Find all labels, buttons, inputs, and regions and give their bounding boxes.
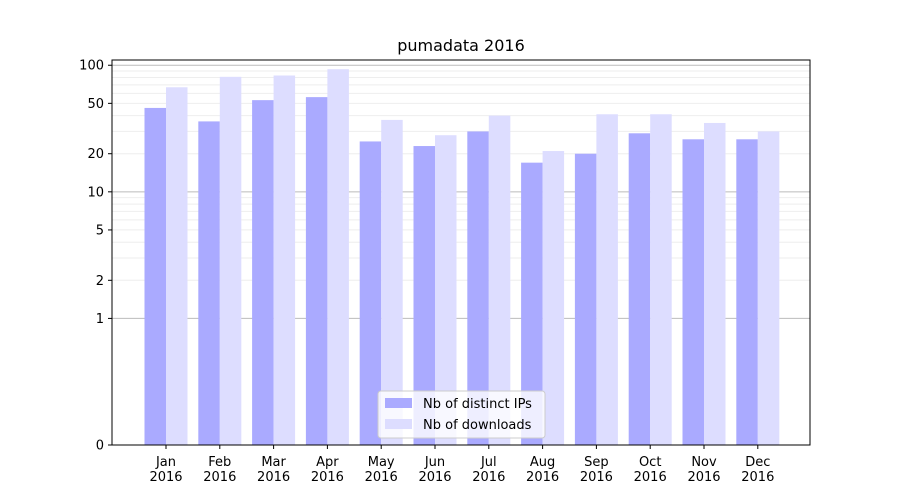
bar-downloads-9 (650, 114, 672, 445)
x-tick-label: Dec 2016 (741, 455, 774, 485)
x-tick-label: May 2016 (365, 455, 398, 485)
y-tick-label: 50 (87, 97, 104, 112)
bar-distinct-ips-7 (521, 162, 543, 445)
bar-downloads-2 (273, 75, 296, 446)
x-tick-label: Aug 2016 (526, 455, 559, 485)
chart-title: pumadata 2016 (397, 36, 525, 55)
bar-distinct-ips-6 (467, 131, 489, 445)
bar-distinct-ips-11 (736, 139, 758, 445)
y-tick-label: 10 (87, 185, 104, 200)
bar-distinct-ips-1 (198, 121, 220, 445)
legend-swatch-downloads (385, 419, 412, 429)
bar-distinct-ips-10 (682, 139, 704, 445)
x-tick-label: Jan 2016 (149, 455, 182, 485)
legend-label-distinct-ips: Nb of distinct IPs (423, 397, 532, 412)
y-axis: 0 1 2 5 10 20 50 100 (79, 59, 112, 454)
y-tick-label: 1 (96, 312, 104, 327)
bar-downloads-11 (757, 131, 780, 445)
y-tick-label: 5 (96, 223, 104, 238)
x-tick-label: Sep 2016 (580, 455, 613, 485)
x-tick-label: Jun 2016 (418, 455, 451, 485)
bar-downloads-10 (704, 122, 726, 445)
x-tick-label: Feb 2016 (203, 455, 236, 485)
x-axis: Jan 2016 Feb 2016 Mar 2016 Apr 2016 May 2016 Jun 20… (149, 445, 774, 485)
bar-downloads-6 (488, 115, 511, 445)
plot-area-frame (111, 59, 811, 446)
bar-downloads-8 (596, 114, 618, 445)
x-tick-label: Apr 2016 (311, 455, 344, 485)
legend: Nb of distinct IPs Nb of downloads (377, 390, 546, 439)
bar-downloads-3 (327, 69, 349, 446)
legend-swatch-distinct-ips (385, 398, 412, 408)
y-tick-label: 0 (96, 439, 104, 454)
bar-downloads-5 (435, 135, 457, 445)
bar-downloads-1 (219, 76, 242, 446)
bar-distinct-ips-9 (628, 133, 651, 445)
bar-downloads-0 (166, 87, 188, 445)
bar-distinct-ips-2 (252, 100, 274, 445)
y-tick-label: 100 (79, 59, 104, 74)
bar-downloads-4 (381, 119, 403, 445)
bar-distinct-ips-8 (574, 153, 597, 446)
x-tick-label: Oct 2016 (634, 455, 667, 485)
bar-distinct-ips-0 (144, 107, 166, 446)
legend-label-downloads: Nb of downloads (423, 418, 532, 433)
x-tick-label: Nov 2016 (687, 455, 720, 485)
x-tick-label: Jul 2016 (472, 455, 505, 485)
bars (144, 69, 780, 446)
x-tick-label: Mar 2016 (257, 455, 290, 485)
legend-box (377, 390, 546, 439)
bar-distinct-ips-5 (413, 146, 435, 445)
y-tick-label: 2 (96, 274, 104, 289)
y-tick-label: 20 (87, 147, 104, 162)
bar-downloads-7 (542, 151, 565, 445)
bar-distinct-ips-3 (305, 97, 328, 446)
bar-distinct-ips-4 (359, 141, 382, 445)
